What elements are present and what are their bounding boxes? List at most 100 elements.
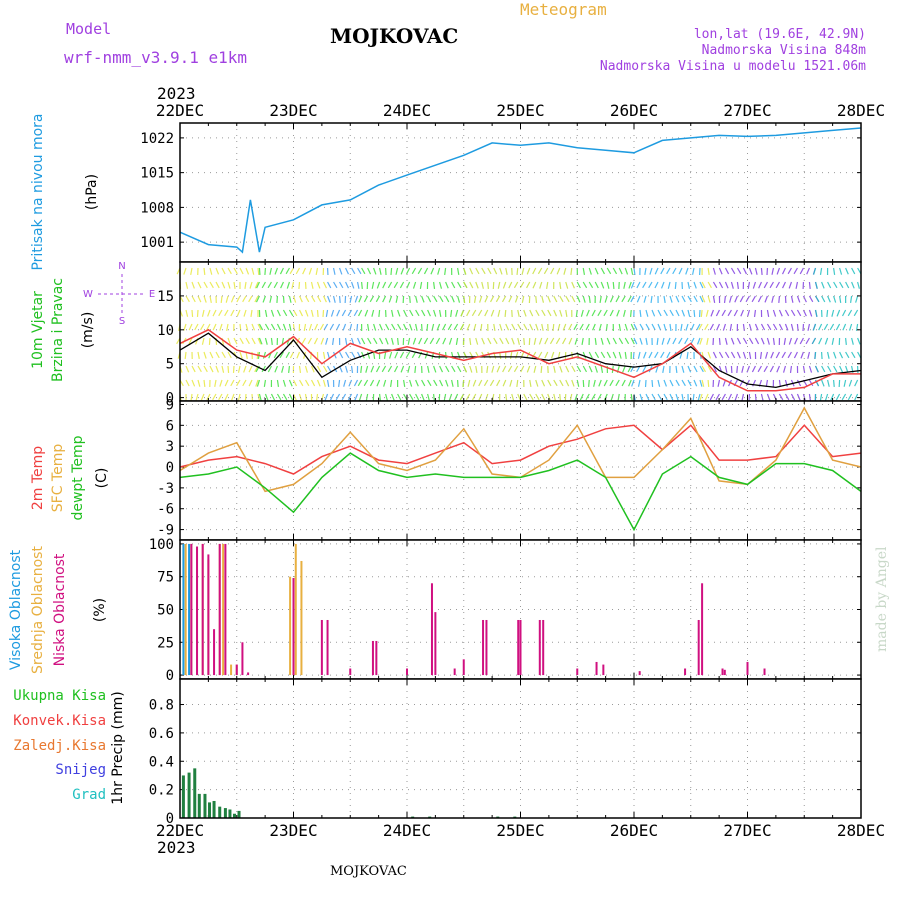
cloud-unit: (%) bbox=[92, 598, 108, 622]
wind-barb bbox=[802, 309, 807, 317]
wind-barb bbox=[373, 267, 377, 275]
wind-barb bbox=[196, 309, 199, 318]
wind-barb bbox=[197, 351, 200, 359]
wind-barb bbox=[412, 337, 417, 345]
wind-barb bbox=[754, 393, 757, 402]
wind-barb bbox=[718, 351, 724, 359]
wind-barb bbox=[723, 295, 727, 303]
wind-barb bbox=[400, 365, 405, 373]
wind-barb bbox=[748, 267, 753, 275]
wind-barb bbox=[469, 281, 474, 289]
wind-barb bbox=[632, 351, 635, 360]
wind-barb bbox=[724, 267, 730, 275]
wind-barb bbox=[526, 267, 531, 275]
wind-barb bbox=[316, 365, 322, 373]
wind-barb bbox=[707, 351, 712, 359]
wind-barb bbox=[475, 365, 478, 373]
wind-barb bbox=[821, 295, 826, 303]
wind-barb bbox=[478, 379, 483, 387]
wind-barb bbox=[345, 351, 350, 359]
wind-barb bbox=[501, 295, 507, 303]
wind-barb bbox=[651, 393, 656, 401]
wind-barb bbox=[526, 365, 531, 373]
wind-barb bbox=[586, 309, 590, 317]
wind-barb bbox=[766, 323, 772, 331]
wind-barb bbox=[574, 337, 578, 345]
wind-barb bbox=[463, 295, 466, 303]
wind-barb bbox=[643, 351, 647, 359]
series-line-2m-temp bbox=[179, 424, 862, 475]
wind-barb bbox=[739, 379, 744, 387]
wind-barb bbox=[383, 379, 387, 387]
wind-barb bbox=[781, 351, 786, 359]
wind-barb bbox=[502, 365, 507, 373]
wind-barb bbox=[843, 379, 847, 387]
wind-barb bbox=[600, 351, 606, 359]
wind-barb bbox=[760, 323, 766, 331]
wind-barb bbox=[579, 393, 584, 401]
wind-barb bbox=[310, 365, 315, 373]
y-tick-label: 0 bbox=[166, 668, 174, 684]
wind-barb bbox=[565, 281, 569, 289]
pressure-unit: (hPa) bbox=[84, 174, 100, 210]
y-tick-label: 15 bbox=[157, 289, 174, 305]
wind-barb bbox=[559, 365, 563, 373]
wind-barb bbox=[466, 309, 471, 317]
wind-barb bbox=[197, 295, 202, 303]
wind-barb bbox=[699, 393, 703, 401]
wind-barb bbox=[547, 379, 552, 387]
wind-barb bbox=[219, 379, 223, 387]
wind-barb bbox=[185, 295, 190, 303]
wind-barb bbox=[450, 309, 453, 317]
y-tick-label: 3 bbox=[166, 439, 174, 455]
wind-barb bbox=[827, 295, 831, 303]
wind-barb bbox=[244, 281, 247, 289]
wind-barb bbox=[639, 337, 643, 345]
wind-barb bbox=[788, 337, 793, 345]
bar-niska-oblacnost bbox=[517, 619, 520, 676]
wind-barb bbox=[579, 323, 584, 331]
wind-barb bbox=[636, 295, 641, 303]
wind-barb bbox=[721, 393, 726, 401]
wind-barb bbox=[478, 393, 483, 401]
wind-barb bbox=[582, 295, 586, 303]
wind-barb bbox=[784, 393, 790, 401]
wind-barb bbox=[549, 337, 555, 345]
wind-barb bbox=[751, 365, 756, 373]
y-tick-label: 0 bbox=[166, 460, 174, 476]
wind-barb bbox=[687, 365, 692, 373]
bar-ukupna-kisa bbox=[203, 793, 207, 818]
wind-barb bbox=[612, 351, 617, 359]
wind-barb bbox=[648, 281, 653, 289]
wind-barb bbox=[523, 323, 528, 331]
wind-barb bbox=[270, 393, 276, 401]
time-label-top: 28DEC bbox=[837, 101, 885, 120]
y-tick-label: 0.6 bbox=[149, 726, 174, 742]
wind-barb bbox=[757, 295, 762, 303]
wind-barb bbox=[286, 281, 291, 289]
wind-barb bbox=[529, 379, 532, 387]
wind-barb bbox=[505, 337, 510, 345]
wind-barb bbox=[845, 365, 849, 373]
y-tick-label: 0.2 bbox=[149, 783, 174, 799]
wind-barb bbox=[630, 393, 633, 401]
wind-barb bbox=[423, 267, 429, 275]
wind-barb bbox=[790, 295, 794, 303]
wind-barb bbox=[523, 393, 528, 401]
wind-barb bbox=[183, 267, 187, 275]
wind-barb bbox=[188, 337, 193, 345]
wind-barb bbox=[594, 337, 597, 345]
wind-barb bbox=[535, 379, 539, 387]
wind-barb bbox=[681, 295, 686, 303]
wind-barb bbox=[333, 281, 338, 289]
wind-barb bbox=[547, 309, 552, 317]
bar-visoka-oblacnost bbox=[188, 543, 191, 676]
wind-barb bbox=[600, 365, 604, 373]
wind-barb bbox=[693, 365, 698, 373]
compass-e: E bbox=[149, 289, 155, 300]
wind-barb bbox=[699, 365, 704, 373]
wind-barb bbox=[847, 393, 853, 401]
precip-freezing-label: Zaledj.Kisa bbox=[13, 738, 106, 754]
wind-barb bbox=[415, 309, 420, 317]
bar-srednja-oblacnost bbox=[294, 543, 297, 676]
